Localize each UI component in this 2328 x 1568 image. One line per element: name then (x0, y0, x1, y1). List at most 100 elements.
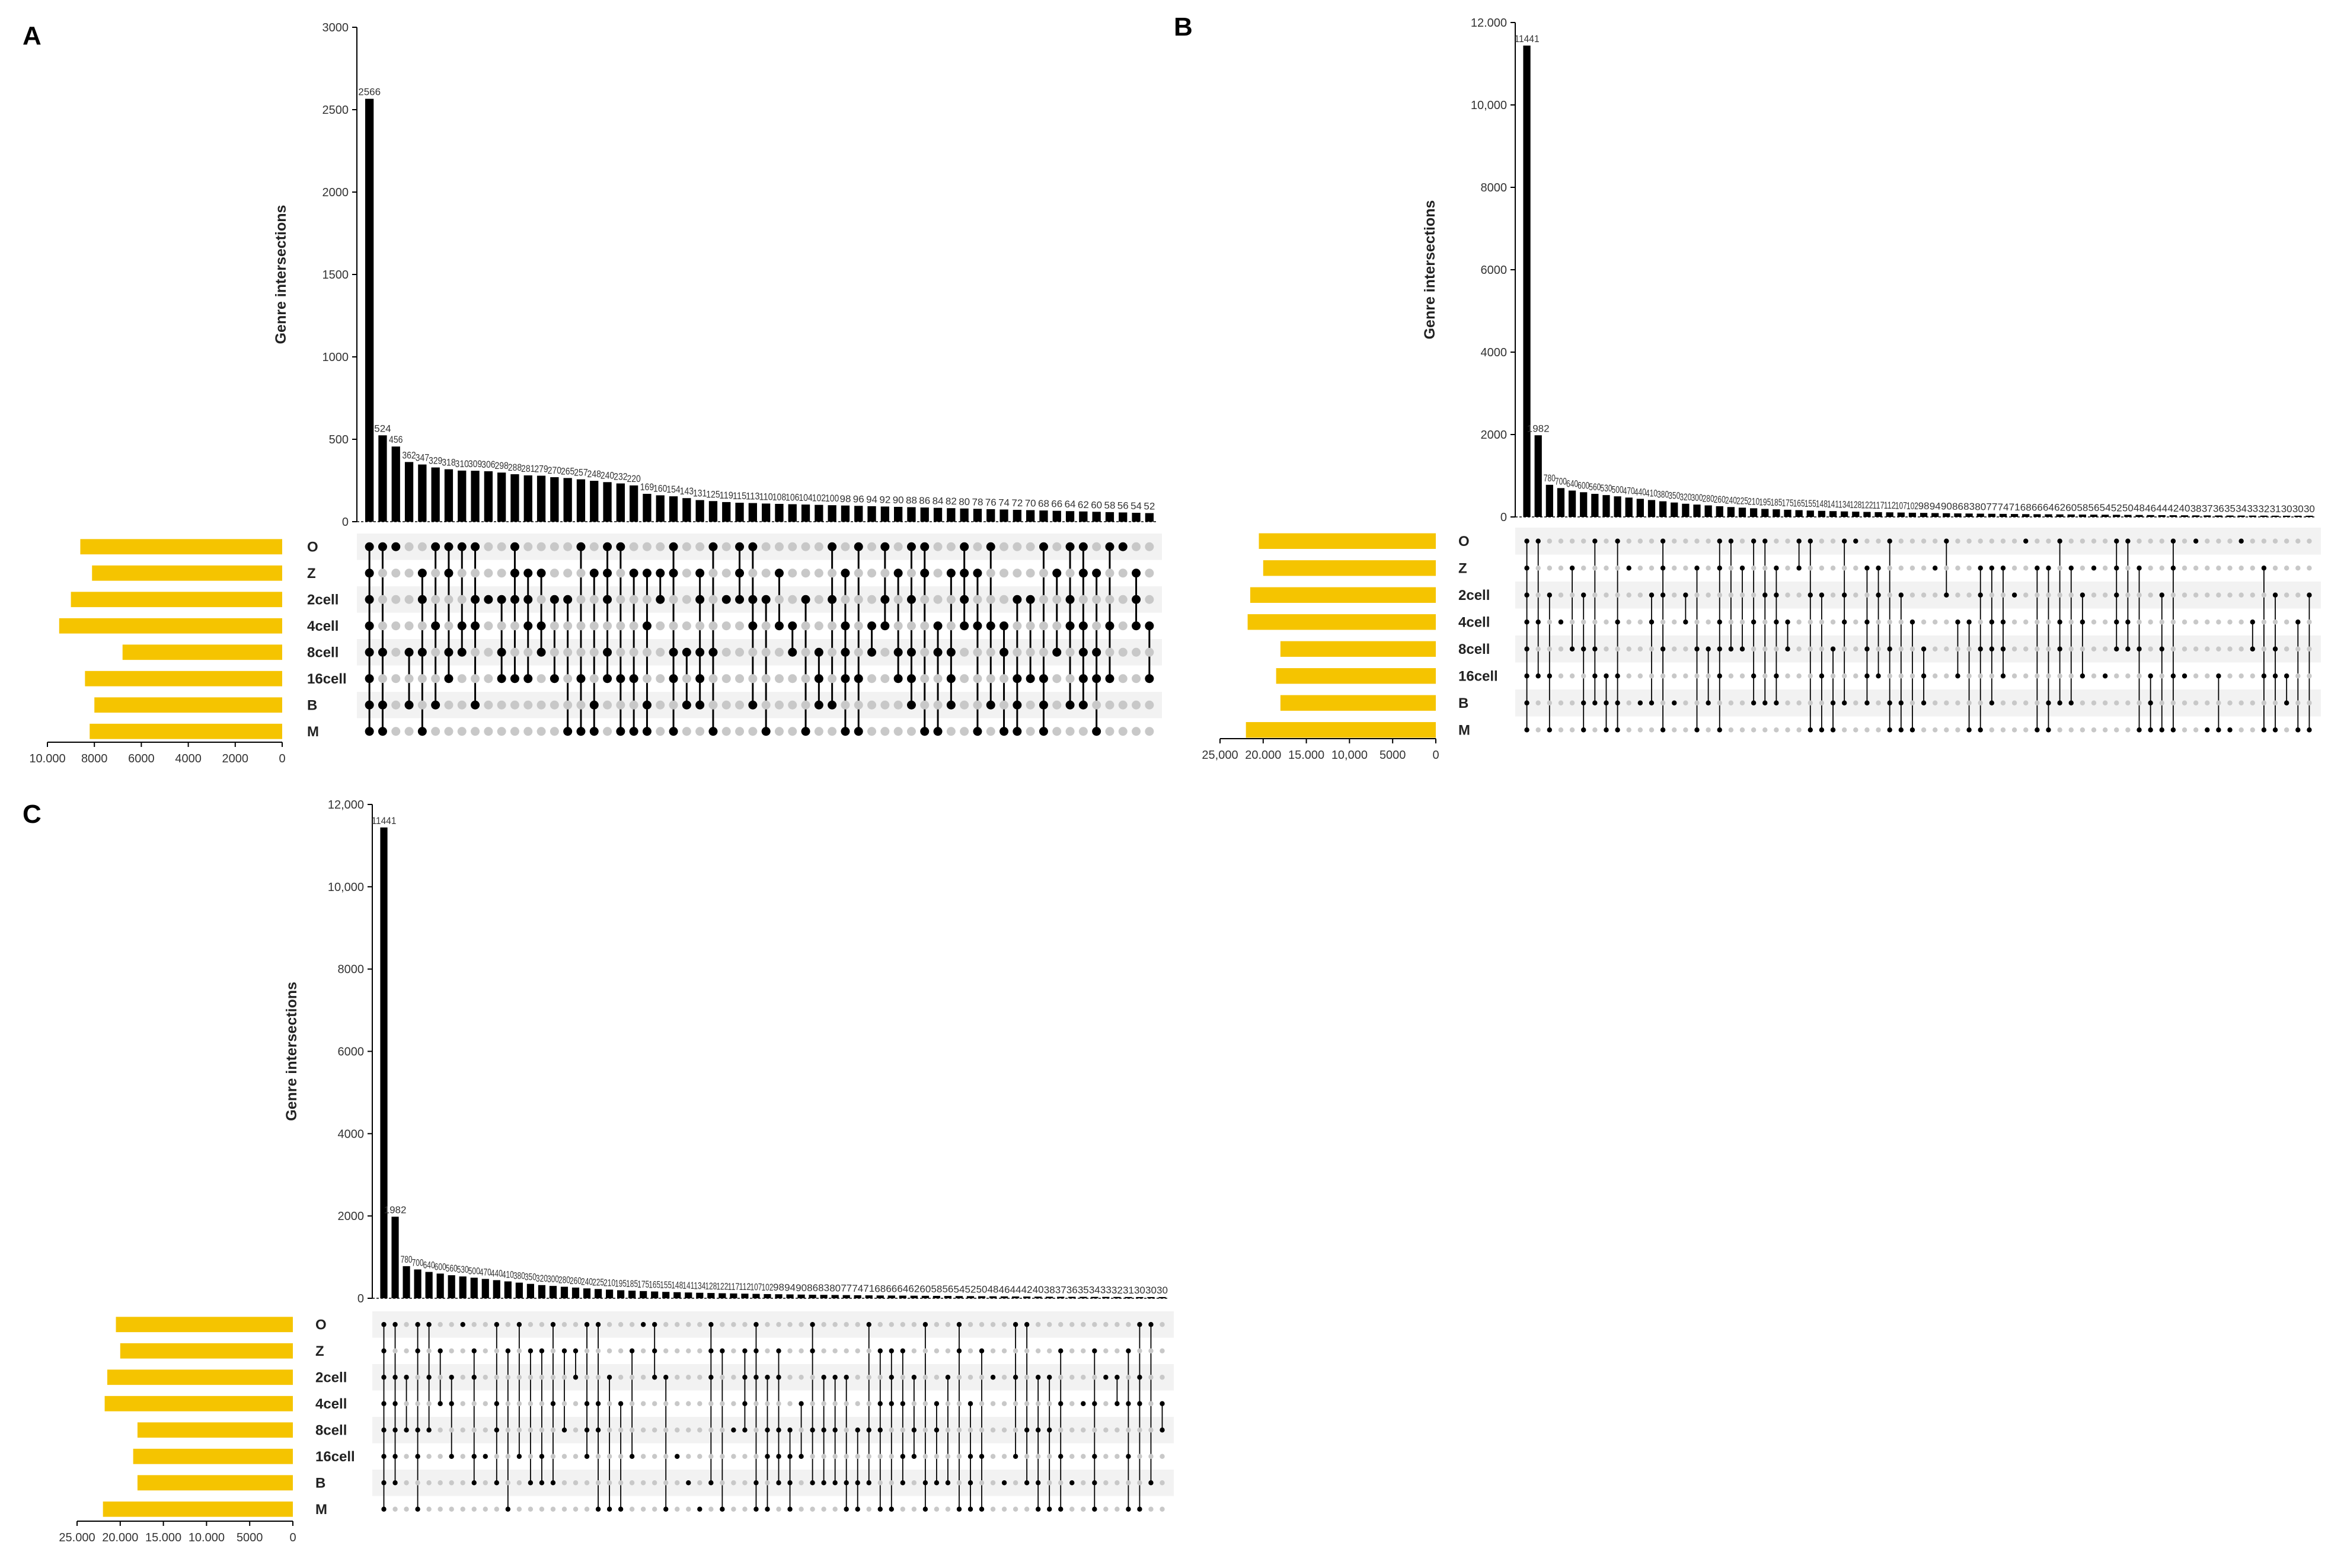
matrix-dot-empty (550, 1428, 556, 1433)
matrix-dot-filled (1944, 592, 1949, 598)
matrix-dot-empty (561, 1375, 567, 1380)
matrix-dot-filled (1649, 700, 1655, 705)
matrix-dot-empty (960, 700, 969, 710)
matrix-dot-empty (640, 1348, 646, 1353)
matrix-dot-empty (1001, 1506, 1007, 1512)
matrix-dot-empty (889, 1428, 895, 1433)
matrix-dot-filled (404, 700, 414, 710)
matrix-dot-empty (1932, 619, 1938, 625)
matrix-dot-empty (721, 542, 731, 551)
matrix-dot-empty (1932, 592, 1938, 598)
matrix-dot-filled (999, 727, 1009, 736)
set-size-bar (1246, 722, 1436, 738)
bar-value-label: 34 (2236, 503, 2247, 515)
panel-letter: C (23, 800, 41, 829)
matrix-dot-empty (1160, 1506, 1165, 1512)
matrix-dot-filled (1524, 700, 1529, 705)
matrix-dot-empty (787, 1348, 793, 1353)
matrix-dot-filled (642, 569, 652, 578)
bar-value-label: 58 (931, 1283, 942, 1295)
matrix-dot-empty (753, 1454, 759, 1459)
matrix-dot-empty (2272, 538, 2278, 544)
matrix-dot-filled (1830, 727, 1836, 733)
matrix-dot-empty (686, 1375, 691, 1380)
set-size-tick-label: 10.000 (29, 752, 65, 765)
matrix-dot-empty (2216, 566, 2221, 571)
matrix-dot-empty (1069, 1322, 1075, 1327)
matrix-dot-filled (2057, 538, 2062, 544)
matrix-dot-empty (550, 1506, 556, 1512)
matrix-dot-empty (1092, 1375, 1097, 1380)
intersection-bar (510, 474, 519, 522)
matrix-dot-filled (616, 674, 625, 684)
matrix-dot-empty (2137, 673, 2142, 679)
intersection-bar (986, 509, 995, 522)
matrix-dot-empty (1706, 727, 1711, 733)
matrix-dot-empty (1932, 673, 1938, 679)
matrix-dot-empty (415, 1401, 420, 1406)
matrix-dot-empty (1762, 646, 1768, 652)
matrix-dot-empty (2000, 538, 2006, 544)
matrix-dot-empty (735, 727, 745, 736)
matrix-dot-empty (1672, 592, 1677, 598)
set-size-tick-label: 20.000 (102, 1531, 138, 1544)
bar-value-label: 98 (1918, 500, 1930, 512)
matrix-dot-filled (471, 542, 480, 551)
matrix-dot-empty (1774, 646, 1779, 652)
matrix-row-stripe (372, 1364, 1174, 1391)
bar-value-label: 56 (1117, 500, 1129, 511)
intersection-bar (1545, 484, 1553, 517)
matrix-dot-filled (584, 1454, 590, 1459)
y-axis-label: Genre intersections (273, 205, 289, 344)
intersection-bar (2215, 515, 2222, 517)
matrix-dot-empty (483, 1480, 488, 1486)
matrix-dot-empty (2261, 619, 2267, 625)
matrix-dot-filled (1921, 646, 1927, 652)
matrix-dot-empty (956, 1454, 962, 1459)
y-axis-label: Genre intersections (283, 982, 300, 1121)
matrix-dot-empty (1558, 673, 1564, 679)
matrix-dot-filled (457, 621, 467, 631)
matrix-dot-filled (967, 1401, 973, 1406)
matrix-dot-empty (1796, 619, 1802, 625)
matrix-dot-filled (1626, 566, 1631, 571)
matrix-dot-empty (528, 1401, 534, 1406)
matrix-dot-empty (721, 621, 731, 631)
matrix-dot-empty (720, 1322, 725, 1327)
matrix-dot-empty (640, 1480, 646, 1486)
matrix-dot-filled (841, 621, 850, 631)
matrix-dot-filled (2148, 673, 2153, 679)
matrix-dot-filled (471, 621, 480, 631)
matrix-dot-empty (2193, 700, 2199, 705)
matrix-dot-filled (1058, 1506, 1064, 1512)
matrix-dot-filled (1966, 727, 1972, 733)
matrix-dot-filled (1604, 673, 1609, 679)
intersection-bar (815, 504, 823, 522)
matrix-dot-filled (415, 1348, 420, 1353)
matrix-dot-filled (1592, 673, 1598, 679)
set-size-bar (1280, 641, 1436, 657)
matrix-dot-empty (1114, 1322, 1120, 1327)
matrix-dot-empty (483, 1322, 488, 1327)
matrix-dot-empty (788, 569, 797, 578)
matrix-dot-filled (2159, 727, 2164, 733)
matrix-dot-filled (787, 1506, 793, 1512)
matrix-dot-empty (787, 1401, 793, 1406)
matrix-dot-filled (841, 674, 850, 684)
matrix-dot-empty (1569, 538, 1575, 544)
matrix-dot-filled (893, 647, 903, 657)
intersection-bar (989, 1296, 997, 1298)
matrix-dot-empty (814, 621, 823, 631)
matrix-dot-empty (471, 1506, 477, 1512)
matrix-dot-empty (880, 674, 890, 684)
matrix-dot-empty (973, 542, 982, 551)
matrix-dot-empty (550, 1348, 556, 1353)
matrix-dot-empty (1001, 1348, 1007, 1353)
matrix-dot-empty (1013, 1428, 1018, 1433)
matrix-dot-empty (844, 1428, 849, 1433)
matrix-dot-filled (1751, 673, 1757, 679)
bar-value-label: 37 (1055, 1284, 1066, 1295)
matrix-dot-filled (640, 1322, 646, 1327)
matrix-dot-empty (1069, 1401, 1075, 1406)
matrix-dot-filled (415, 1454, 420, 1459)
